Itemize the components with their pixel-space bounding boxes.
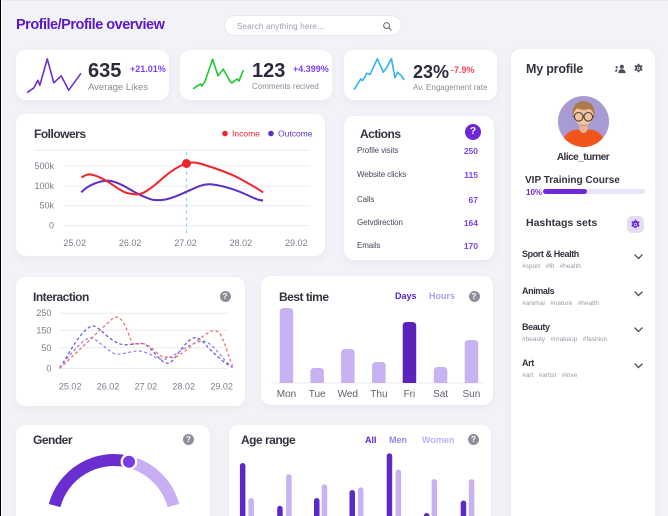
svg-text:0: 0 (49, 221, 54, 231)
svg-text:25.02: 25.02 (59, 381, 82, 391)
svg-text:Sat: Sat (433, 389, 448, 400)
svg-text:Fri: Fri (404, 389, 416, 400)
svg-text:28.02: 28.02 (230, 238, 253, 248)
svg-text:150: 150 (36, 325, 51, 335)
svg-text:500k: 500k (34, 161, 54, 171)
svg-text:Income: Income (232, 129, 260, 139)
svg-text:Sun: Sun (463, 389, 481, 400)
svg-text:26.02: 26.02 (119, 238, 142, 248)
svg-text:100k: 100k (34, 181, 54, 191)
svg-text:Thu: Thu (370, 389, 387, 400)
svg-text:29.02: 29.02 (285, 238, 308, 248)
svg-text:25.02: 25.02 (63, 238, 86, 248)
svg-text:Mon: Mon (277, 389, 296, 400)
svg-text:Tue: Tue (309, 389, 326, 400)
svg-text:0: 0 (46, 364, 51, 374)
svg-text:27.02: 27.02 (174, 238, 197, 248)
svg-text:Wed: Wed (338, 389, 358, 400)
svg-text:28.02: 28.02 (172, 381, 195, 391)
svg-text:50: 50 (41, 343, 51, 353)
svg-text:26.02: 26.02 (97, 381, 120, 391)
svg-text:27.02: 27.02 (135, 381, 158, 391)
svg-text:250: 250 (36, 308, 51, 318)
svg-text:50k: 50k (39, 201, 54, 211)
svg-text:Outcome: Outcome (278, 129, 313, 139)
svg-text:29.02: 29.02 (210, 381, 233, 391)
